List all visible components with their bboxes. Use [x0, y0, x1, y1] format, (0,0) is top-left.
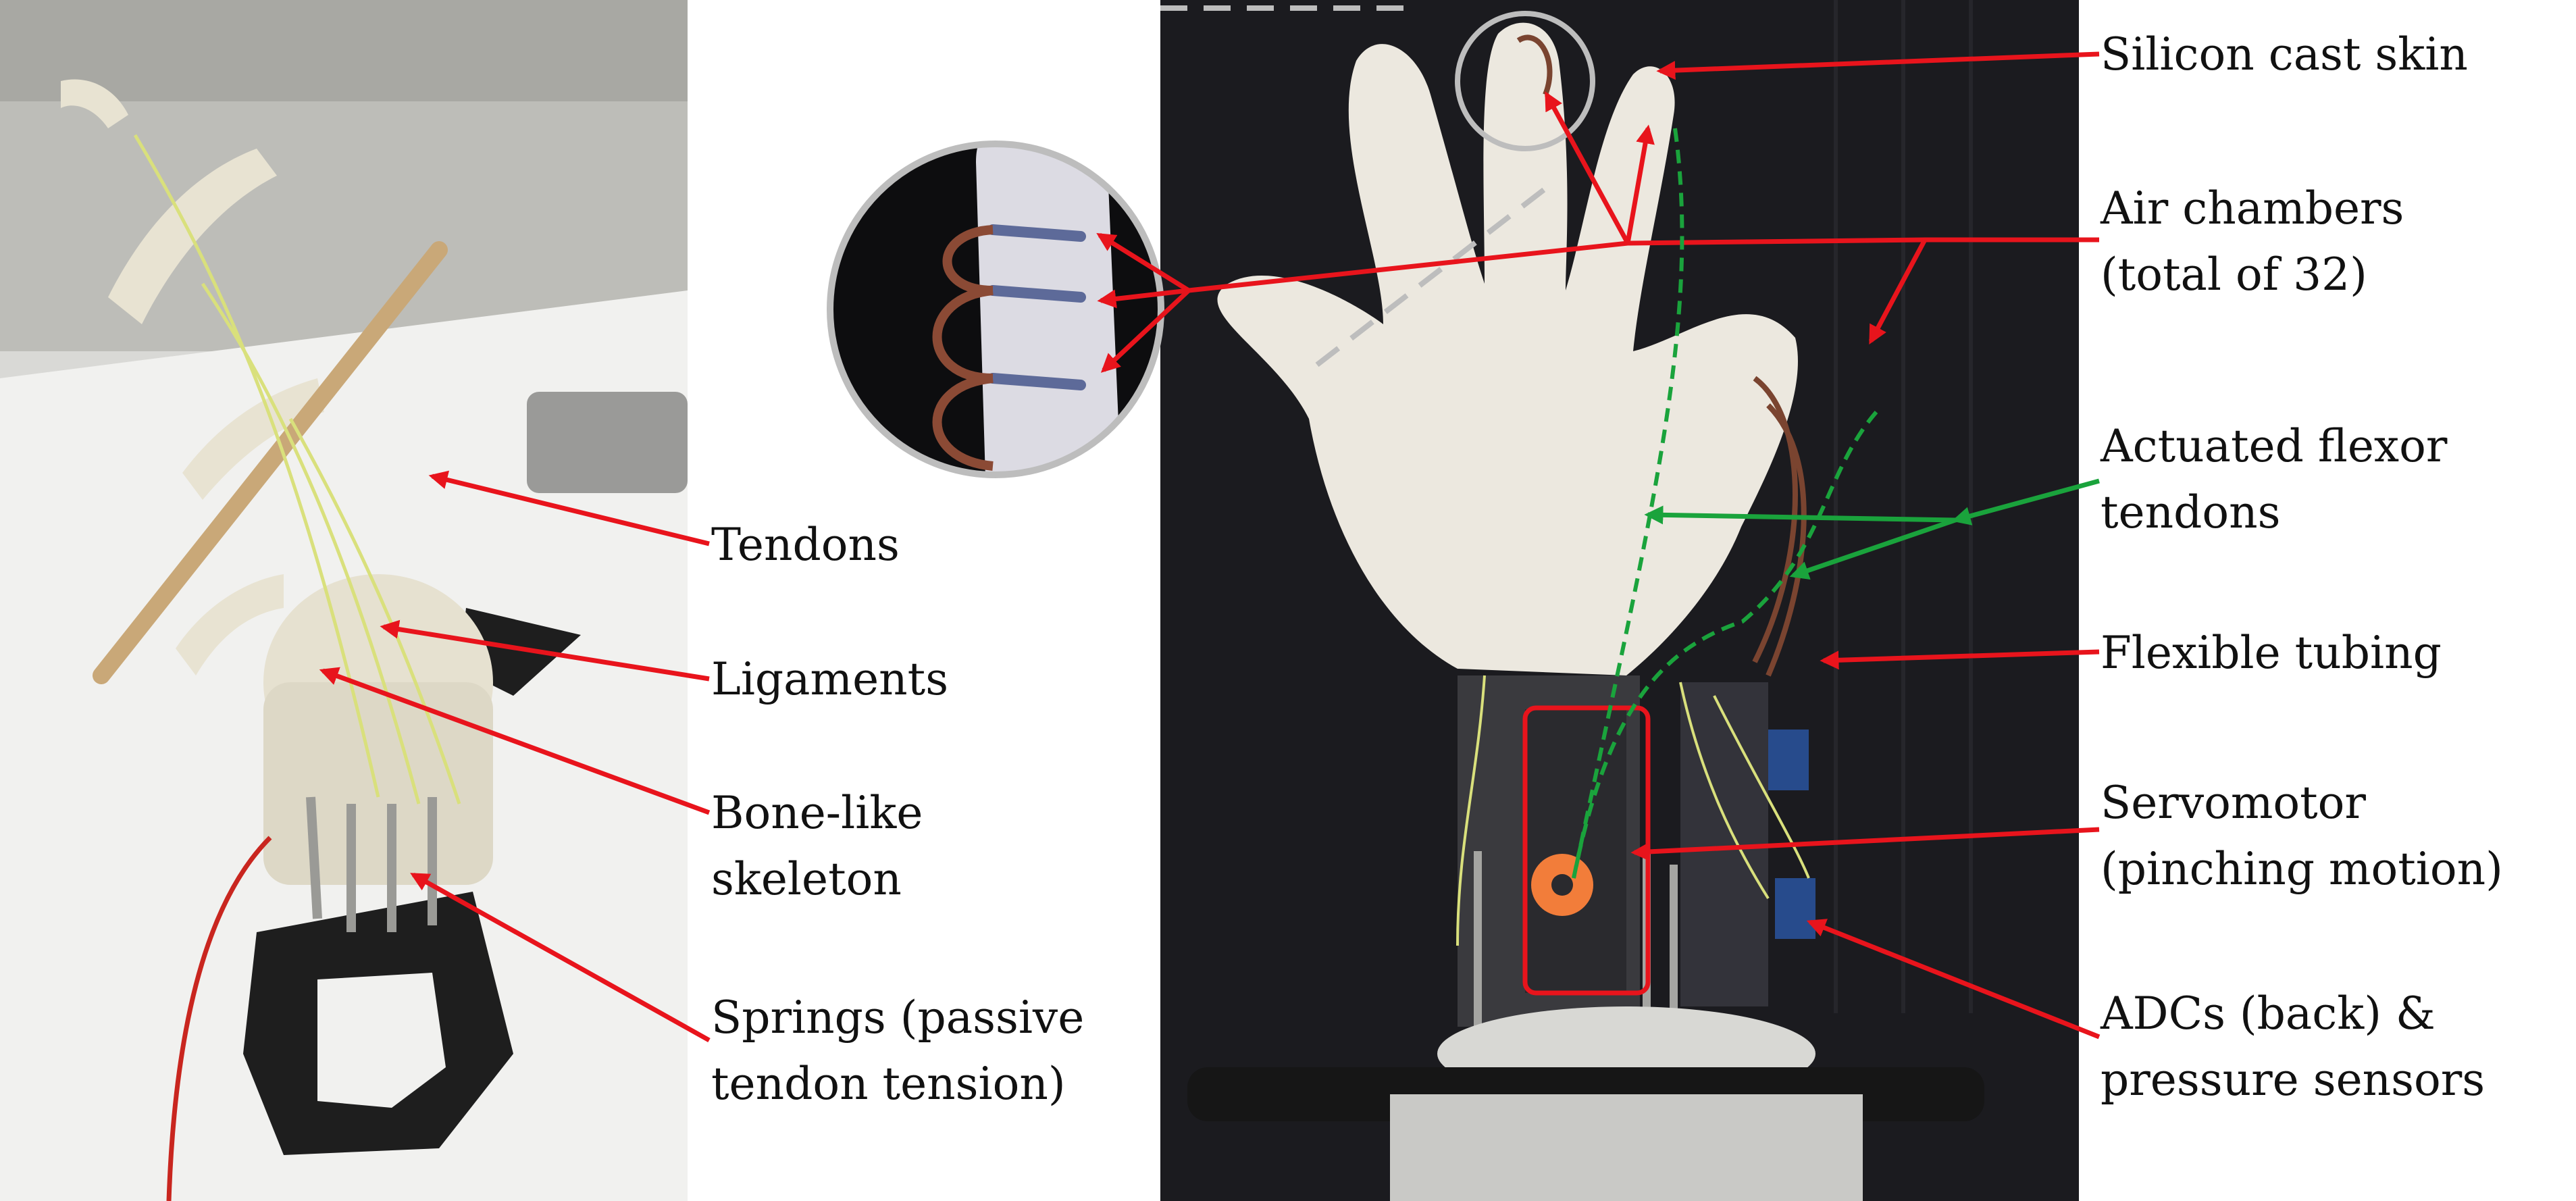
label-skeleton: Bone-like skeleton — [711, 787, 923, 905]
label-ligaments: Ligaments — [711, 653, 949, 705]
skin-hand-photo — [1160, 0, 2079, 1201]
skeleton-hand-illustration — [0, 0, 688, 1201]
fingertip-inset — [827, 140, 1164, 478]
skin-arrow — [1656, 51, 2100, 80]
skeleton-hand-photo — [0, 0, 688, 1201]
label-flexor-tendons: Actuated flexor tendons — [2101, 420, 2448, 538]
servo-arrow — [1630, 827, 2100, 861]
servo-highlight-box — [1522, 705, 1651, 996]
label-springs: Springs (passive tendon tension) — [711, 992, 1085, 1110]
tubing-arrow — [1820, 649, 2100, 670]
ligaments-arrow — [380, 619, 710, 682]
label-air-chambers: Air chambers (total of 32) — [2101, 182, 2404, 301]
flexor-arrow — [1951, 478, 2100, 526]
skeleton-arrow — [319, 667, 711, 815]
springs-arrow — [410, 872, 711, 1043]
adc-arrow — [1806, 919, 2101, 1040]
label-tendons: Tendons — [711, 519, 900, 571]
label-silicon-skin: Silicon cast skin — [2101, 28, 2468, 80]
tendons-arrow — [428, 470, 710, 546]
label-servomotor: Servomotor (pinching motion) — [2101, 777, 2503, 895]
flexor-tendon-paths — [1572, 128, 1878, 879]
air-chambers-leader — [1188, 237, 2099, 293]
label-adcs: ADCs (back) & pressure sensors — [2101, 988, 2485, 1106]
label-flexible-tubing: Flexible tubing — [2101, 627, 2442, 679]
skin-hand-illustration — [1160, 0, 2079, 1201]
